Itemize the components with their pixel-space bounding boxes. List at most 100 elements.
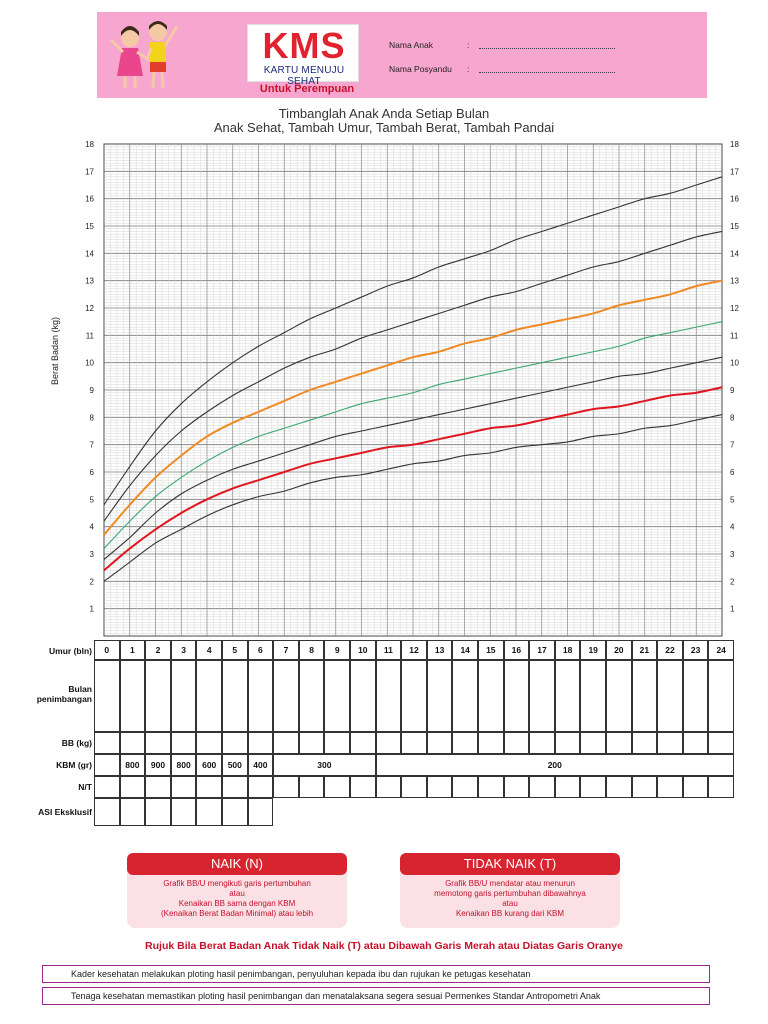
month-label: 10 [358, 645, 368, 655]
bulan-input-cell[interactable] [145, 660, 171, 732]
bulan-input-cell[interactable] [631, 660, 658, 732]
bb-input-cell[interactable] [606, 732, 632, 754]
nt-input-cell[interactable] [298, 776, 325, 798]
bb-input-cell[interactable] [529, 732, 555, 754]
bulan-input-cell[interactable] [682, 660, 709, 732]
bb-input-cell[interactable] [273, 732, 299, 754]
bb-input-cell[interactable] [682, 732, 709, 754]
nt-input-cell[interactable] [631, 776, 658, 798]
bulan-input-cell[interactable] [554, 660, 581, 732]
bb-input-cell[interactable] [503, 732, 530, 754]
nt-input-cell[interactable] [273, 776, 299, 798]
bb-input-cell[interactable] [247, 732, 274, 754]
bb-input-cell[interactable] [426, 732, 453, 754]
nama-posyandu-field[interactable] [479, 64, 615, 73]
bulan-input-cell[interactable] [222, 660, 248, 732]
bulan-input-cell[interactable] [426, 660, 453, 732]
bulan-input-cell[interactable] [529, 660, 555, 732]
bulan-input-cell[interactable] [350, 660, 376, 732]
bb-input-cell[interactable] [350, 732, 376, 754]
bulan-input-cell[interactable] [478, 660, 504, 732]
nt-input-cell[interactable] [452, 776, 478, 798]
bb-input-cell[interactable] [222, 732, 248, 754]
bb-input-cell[interactable] [170, 732, 197, 754]
nt-input-cell[interactable] [529, 776, 555, 798]
nt-input-cell[interactable] [170, 776, 197, 798]
month-cell [196, 640, 222, 660]
bulan-input-cell[interactable] [708, 660, 734, 732]
bb-input-cell[interactable] [708, 732, 734, 754]
nama-anak-field[interactable] [479, 40, 615, 49]
field-colon: : [467, 64, 470, 74]
bulan-input-cell[interactable] [375, 660, 402, 732]
nt-input-cell[interactable] [682, 776, 709, 798]
bb-input-cell[interactable] [196, 732, 222, 754]
bulan-input-cell[interactable] [298, 660, 325, 732]
bb-input-cell[interactable] [324, 732, 350, 754]
nt-input-cell[interactable] [196, 776, 222, 798]
bb-input-cell[interactable] [554, 732, 581, 754]
tidak-naik-line: memotong garis pertumbuhan dibawahnya [434, 889, 586, 898]
bulan-input-cell[interactable] [606, 660, 632, 732]
bb-input-cell[interactable] [580, 732, 606, 754]
nt-input-cell[interactable] [222, 776, 248, 798]
y-tick-label-left: 15 [85, 222, 94, 231]
nt-input-cell[interactable] [708, 776, 734, 798]
nt-input-cell[interactable] [554, 776, 581, 798]
bulan-input-cell[interactable] [196, 660, 222, 732]
bulan-input-cell[interactable] [170, 660, 197, 732]
bb-input-cell[interactable] [94, 732, 120, 754]
nt-input-cell[interactable] [606, 776, 632, 798]
bb-input-cell[interactable] [631, 732, 658, 754]
bb-input-cell[interactable] [298, 732, 325, 754]
bb-input-cell[interactable] [657, 732, 683, 754]
bb-input-cell[interactable] [119, 732, 146, 754]
series-line-1 [103, 230, 723, 522]
asi-input-cell[interactable] [94, 798, 120, 826]
bb-input-cell[interactable] [452, 732, 478, 754]
bb-input-cell[interactable] [401, 732, 427, 754]
bulan-input-cell[interactable] [657, 660, 683, 732]
naik-line: atau [229, 889, 245, 898]
y-tick-label-right: 12 [730, 304, 739, 313]
month-cell [375, 640, 402, 660]
asi-input-cell[interactable] [170, 798, 197, 826]
nt-input-cell[interactable] [580, 776, 606, 798]
bulan-input-cell[interactable] [452, 660, 478, 732]
bb-input-cell[interactable] [478, 732, 504, 754]
asi-input-cell[interactable] [222, 798, 248, 826]
month-cell [554, 640, 581, 660]
nt-input-cell[interactable] [94, 776, 120, 798]
nt-input-cell[interactable] [324, 776, 350, 798]
nt-input-cell[interactable] [350, 776, 376, 798]
bulan-input-cell[interactable] [247, 660, 274, 732]
bulan-input-cell[interactable] [503, 660, 530, 732]
bulan-input-cell[interactable] [580, 660, 606, 732]
kbm-value: 800 [125, 760, 140, 770]
bb-input-cell[interactable] [145, 732, 171, 754]
asi-input-cell[interactable] [196, 798, 222, 826]
nt-input-cell[interactable] [503, 776, 530, 798]
y-tick-label-right: 18 [730, 140, 739, 149]
asi-input-cell[interactable] [247, 798, 274, 826]
month-label: 7 [283, 645, 289, 655]
bulan-input-cell[interactable] [119, 660, 146, 732]
nt-input-cell[interactable] [145, 776, 171, 798]
nt-input-cell[interactable] [478, 776, 504, 798]
y-tick-label-right: 2 [730, 577, 735, 586]
asi-input-cell[interactable] [119, 798, 146, 826]
asi-input-cell[interactable] [145, 798, 171, 826]
bb-input-cell[interactable] [375, 732, 402, 754]
bulan-input-cell[interactable] [401, 660, 427, 732]
nt-input-cell[interactable] [401, 776, 427, 798]
month-label: 13 [434, 645, 445, 655]
bulan-input-cell[interactable] [273, 660, 299, 732]
nt-input-cell[interactable] [657, 776, 683, 798]
nt-input-cell[interactable] [375, 776, 402, 798]
month-cell [708, 640, 734, 660]
nt-input-cell[interactable] [247, 776, 274, 798]
bulan-input-cell[interactable] [324, 660, 350, 732]
nt-input-cell[interactable] [426, 776, 453, 798]
nt-input-cell[interactable] [119, 776, 146, 798]
bulan-input-cell[interactable] [94, 660, 120, 732]
